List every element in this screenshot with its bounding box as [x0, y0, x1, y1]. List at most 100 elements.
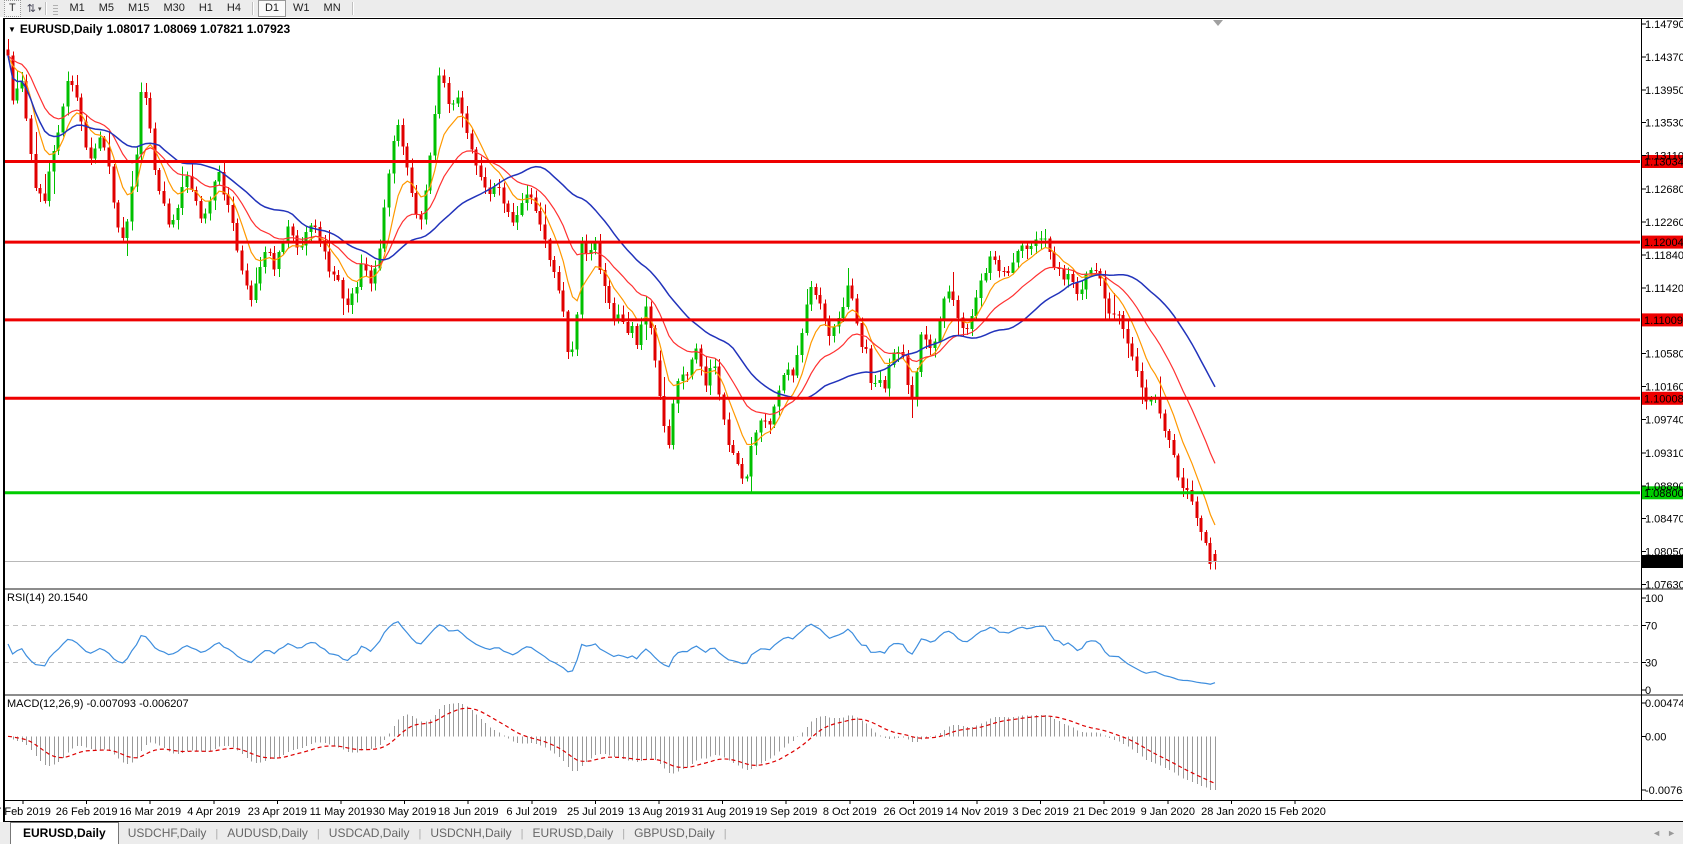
svg-text:21 Dec 2019: 21 Dec 2019: [1073, 806, 1135, 818]
chart-tab-0-eurusd[interactable]: EURUSD,Daily: [10, 822, 119, 844]
chart-tab-4-usdcnh[interactable]: USDCNH,Daily: [430, 826, 512, 840]
chart-canvas[interactable]: 1.13034 1.12004 1.11009 1.10008 1.08800 1.079…: [0, 18, 1683, 822]
svg-text:26 Feb 2019: 26 Feb 2019: [56, 806, 118, 818]
svg-text:4 Apr 2019: 4 Apr 2019: [187, 806, 240, 818]
svg-text:9 Jan 2020: 9 Jan 2020: [1141, 806, 1195, 818]
scroll-position-marker-icon[interactable]: [1213, 20, 1223, 26]
moving-averages: [7, 55, 1216, 526]
svg-text:3 Dec 2019: 3 Dec 2019: [1012, 806, 1068, 818]
chevron-down-icon: ▾: [37, 5, 42, 13]
svg-text:26 Oct 2019: 26 Oct 2019: [883, 806, 943, 818]
svg-text:8 Oct 2019: 8 Oct 2019: [823, 806, 877, 818]
svg-text:28 Jan 2020: 28 Jan 2020: [1201, 806, 1262, 818]
svg-text:11 May 2019: 11 May 2019: [310, 806, 373, 818]
svg-text:0.004742: 0.004742: [1645, 698, 1683, 710]
tab-scrollers: ◄ ►: [1649, 828, 1679, 838]
svg-text:70: 70: [1645, 621, 1657, 633]
svg-text:1.13110: 1.13110: [1645, 151, 1683, 163]
svg-text:1.07923: 1.07923: [1644, 557, 1683, 569]
svg-text:25 Jul 2019: 25 Jul 2019: [567, 806, 624, 818]
svg-text:1.08470: 1.08470: [1645, 514, 1683, 526]
chart-tab-5-eurusd[interactable]: EURUSD,Daily: [532, 826, 614, 840]
chart-tab-3-usdcad[interactable]: USDCAD,Daily: [328, 826, 410, 840]
toolbar-separator: [351, 2, 354, 15]
svg-text:23 Apr 2019: 23 Apr 2019: [248, 806, 307, 818]
tab-scroll-right-button[interactable]: ►: [1667, 828, 1676, 838]
svg-text:1.08800: 1.08800: [1644, 488, 1683, 500]
toolbar-separator: [251, 2, 254, 15]
timeframe-button-m5[interactable]: M5: [98, 2, 115, 14]
candlesticks: [6, 39, 1217, 570]
tab-scroll-left-button[interactable]: ◄: [1652, 828, 1662, 838]
chart-tab-2-audusd[interactable]: AUDUSD,Daily: [227, 826, 308, 840]
rsi-indicator-name: RSI(14): [7, 592, 45, 604]
svg-text:1.13950: 1.13950: [1645, 85, 1683, 97]
tab-separator: |: [520, 828, 524, 840]
svg-text:6 Jul 2019: 6 Jul 2019: [506, 806, 557, 818]
tab-separator: |: [418, 828, 422, 840]
macd-indicator-value: -0.007093: [86, 698, 137, 710]
svg-text:1.12260: 1.12260: [1645, 217, 1683, 229]
updown-arrows-button[interactable]: ⇅ ▾: [27, 2, 42, 15]
tab-separator: |: [215, 828, 219, 840]
toolbar-separator: [45, 2, 48, 15]
time-axis[interactable]: 7 Feb 2019 26 Feb 2019 16 Mar 2019 4 Apr 20…: [0, 800, 1683, 822]
svg-text:30: 30: [1645, 657, 1657, 669]
timeframe-button-mn[interactable]: MN: [323, 2, 341, 14]
chart-tab-6-gbpusd[interactable]: GBPUSD,Daily: [634, 826, 715, 840]
svg-text:7 Feb 2019: 7 Feb 2019: [0, 806, 51, 818]
svg-text:18 Jun 2019: 18 Jun 2019: [438, 806, 499, 818]
svg-text:1.11420: 1.11420: [1645, 283, 1683, 295]
rsi-indicator-value: 20.1540: [47, 592, 88, 604]
tab-separator: |: [316, 828, 320, 840]
svg-text:16 Mar 2019: 16 Mar 2019: [119, 806, 181, 818]
svg-text:19 Sep 2019: 19 Sep 2019: [755, 806, 817, 818]
chart-symbol-label: EURUSD,Daily: [19, 22, 103, 36]
top-toolbar: T ⇅ ▾ M1 M5 M15 M30 H1 H4 D1 W1 MN: [0, 0, 1683, 18]
svg-text:1.13034: 1.13034: [1644, 157, 1683, 169]
svg-text:1.11840: 1.11840: [1645, 250, 1683, 262]
svg-text:1.10160: 1.10160: [1645, 381, 1683, 393]
svg-text:-0.007656: -0.007656: [1645, 785, 1683, 797]
updown-arrows-icon: ⇅: [26, 3, 36, 15]
svg-text:1.14370: 1.14370: [1645, 52, 1683, 64]
svg-text:1.12004: 1.12004: [1644, 237, 1683, 249]
symbol-dropdown-icon[interactable]: ▼: [8, 25, 16, 34]
chart-window: ▼ EURUSD,Daily 1.08017 1.08069 1.07821 1.0…: [0, 18, 1683, 822]
svg-text:1.09740: 1.09740: [1645, 414, 1683, 426]
svg-text:13 Aug 2019: 13 Aug 2019: [628, 806, 690, 818]
svg-text:1.08890: 1.08890: [1645, 481, 1683, 493]
svg-text:1.10008: 1.10008: [1644, 393, 1683, 405]
tab-separator: |: [622, 828, 626, 840]
text-tool-button[interactable]: T: [4, 0, 21, 17]
timeframe-button-m15[interactable]: M15: [128, 2, 150, 14]
svg-text:1.08050: 1.08050: [1645, 547, 1683, 559]
timeframe-button-w1[interactable]: W1: [293, 2, 310, 14]
svg-text:15 Feb 2020: 15 Feb 2020: [1264, 806, 1326, 818]
svg-text:0.00: 0.00: [1645, 731, 1666, 743]
macd-indicator-name: MACD(12,26,9): [7, 698, 84, 710]
price-axis[interactable]: 1.14790 1.14370 1.13950 1.13530 1.13110 1.126…: [1641, 19, 1683, 591]
horizontal-level-lines[interactable]: 1.13034 1.12004 1.11009 1.10008 1.08800: [4, 155, 1683, 500]
svg-text:1.07630: 1.07630: [1645, 579, 1683, 591]
macd-pane[interactable]: 0.004742 0.00 -0.007656: [7, 698, 1683, 797]
svg-text:1.14790: 1.14790: [1645, 19, 1683, 31]
svg-text:1.10580: 1.10580: [1645, 349, 1683, 361]
tab-separator: |: [723, 828, 727, 840]
rsi-pane[interactable]: 100 70 30 0: [4, 593, 1663, 697]
toolbar-grip[interactable]: [53, 2, 59, 15]
svg-text:1.11009: 1.11009: [1644, 315, 1683, 327]
svg-text:30 May 2019: 30 May 2019: [373, 806, 437, 818]
timeframe-button-d1[interactable]: D1: [257, 0, 287, 17]
timeframe-button-m30[interactable]: M30: [163, 2, 185, 14]
svg-text:1.12680: 1.12680: [1645, 184, 1683, 196]
chart-tab-1-usdchf[interactable]: USDCHF,Daily: [127, 826, 207, 840]
current-price-label: [1641, 555, 1683, 568]
timeframe-button-h1[interactable]: H1: [198, 2, 213, 14]
timeframe-button-h4[interactable]: H4: [226, 2, 241, 14]
macd-pane-label: MACD(12,26,9) -0.007093 -0.006207: [7, 698, 189, 710]
chart-title: ▼ EURUSD,Daily 1.08017 1.08069 1.07821 1.0…: [8, 22, 294, 36]
timeframe-button-m1[interactable]: M1: [69, 2, 85, 14]
svg-text:31 Aug 2019: 31 Aug 2019: [692, 806, 754, 818]
chart-tabs-bar: EURUSD,Daily USDCHF,Daily | AUDUSD,Daily | US…: [0, 822, 1683, 844]
